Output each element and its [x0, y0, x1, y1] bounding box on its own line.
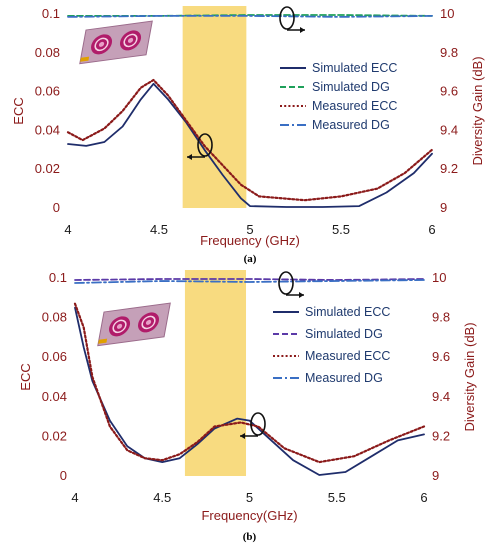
y2-tick-label: 9: [432, 468, 439, 483]
y2-tick-label: 9.4: [432, 389, 450, 404]
y-tick-label: 0.08: [35, 45, 60, 60]
axis-indicator-ellipse: [250, 412, 266, 436]
y2-tick-label: 9.2: [440, 161, 458, 176]
axis-indicator-ellipse: [278, 271, 294, 295]
arrowhead-icon: [300, 27, 305, 33]
antenna-patch-ring: [123, 33, 138, 48]
arrowhead-icon: [299, 292, 304, 298]
x-tick-label: 5: [246, 222, 253, 237]
antenna-patch-ring: [94, 37, 109, 52]
x-tick-label: 4: [64, 222, 71, 237]
y-tick-label: 0.02: [35, 161, 60, 176]
y-tick-label: 0.06: [42, 349, 67, 364]
antenna-substrate: [79, 20, 153, 65]
legend-label: Measured ECC: [312, 99, 397, 113]
series-line: [74, 279, 425, 284]
y-tick-label: 0: [60, 468, 67, 483]
y2-tick-label: 9.8: [432, 310, 450, 325]
y2-tick-label: 10: [432, 270, 446, 285]
antenna-substrate: [97, 302, 171, 347]
y-tick-label: 0.1: [42, 6, 60, 21]
legend-label: Simulated DG: [312, 80, 390, 94]
antenna-inset-image: [97, 302, 171, 347]
y-tick-label: 0: [53, 200, 60, 215]
highlight-band: [182, 6, 247, 208]
y-tick-label: 0.04: [42, 389, 67, 404]
axis-indicator-ellipse: [279, 6, 295, 30]
antenna-patch-core: [116, 323, 123, 329]
panel-label: (a): [244, 253, 257, 265]
series-line: [74, 306, 425, 476]
x-tick-label: 5: [246, 490, 253, 505]
y-tick-label: 0.02: [42, 428, 67, 443]
x-tick-label: 4.5: [150, 222, 168, 237]
axis-indicator-ellipse: [197, 133, 213, 157]
chart-panel-a: 0 0.02 0.04 0.06 0.08 0.1 9 9.2 9.4 9.6 9.8 10 4 4.5 5…: [11, 6, 485, 265]
panel-label: (b): [243, 531, 257, 543]
y-tick-label: 0.08: [42, 310, 67, 325]
legend-label: Measured ECC: [305, 349, 390, 363]
antenna-feed: [98, 338, 108, 344]
y2-tick-label: 9: [440, 200, 447, 215]
y2-tick-label: 9.8: [440, 45, 458, 60]
x-tick-label: 5.5: [328, 490, 346, 505]
x-tick-label: 4.5: [153, 490, 171, 505]
antenna-feed: [80, 56, 90, 62]
antenna-inset-image: [79, 20, 153, 65]
series-line: [74, 278, 425, 281]
legend-label: Simulated ECC: [305, 305, 390, 319]
legend-label: Simulated ECC: [312, 61, 397, 75]
y-tick-label: 0.06: [35, 84, 60, 99]
y-axis-label: ECC: [18, 363, 33, 390]
y2-tick-label: 9.6: [440, 84, 458, 99]
legend-label: Measured DG: [305, 371, 383, 385]
x-axis-label: Frequency(GHz): [201, 508, 297, 523]
antenna-patch-core: [127, 37, 134, 43]
series-line: [66, 78, 434, 202]
y2-tick-label: 9.6: [432, 349, 450, 364]
antenna-patch-ring: [141, 315, 156, 330]
arrowhead-icon: [187, 154, 192, 160]
x-tick-label: 6: [428, 222, 435, 237]
x-tick-label: 6: [420, 490, 427, 505]
antenna-patch-ring: [112, 319, 127, 334]
y2-tick-label: 9.2: [432, 428, 450, 443]
y2-tick-label: 10: [440, 6, 454, 21]
legend-label: Measured DG: [312, 118, 390, 132]
y2-tick-label: 9.4: [440, 122, 458, 137]
series-line: [67, 15, 433, 18]
x-tick-label: 5.5: [332, 222, 350, 237]
y2-axis-label: Diversity Gain (dB): [470, 56, 485, 165]
series-line: [73, 302, 426, 464]
antenna-patch-core: [98, 41, 105, 47]
y-axis-label: ECC: [11, 97, 26, 124]
chart-panel-b: 0 0.02 0.04 0.06 0.08 0.1 9 9.2 9.4 9.6 9.8 10 4 4.5 5…: [18, 270, 477, 543]
highlight-band: [184, 270, 247, 476]
y2-axis-label: Diversity Gain (dB): [462, 322, 477, 431]
antenna-patch-core: [145, 319, 152, 325]
x-axis-label: Frequency (GHz): [200, 233, 300, 248]
x-tick-label: 4: [71, 490, 78, 505]
y-tick-label: 0.04: [35, 122, 60, 137]
legend-label: Simulated DG: [305, 327, 383, 341]
arrowhead-icon: [240, 433, 245, 439]
y-tick-label: 0.1: [49, 270, 67, 285]
series-line: [67, 82, 433, 208]
